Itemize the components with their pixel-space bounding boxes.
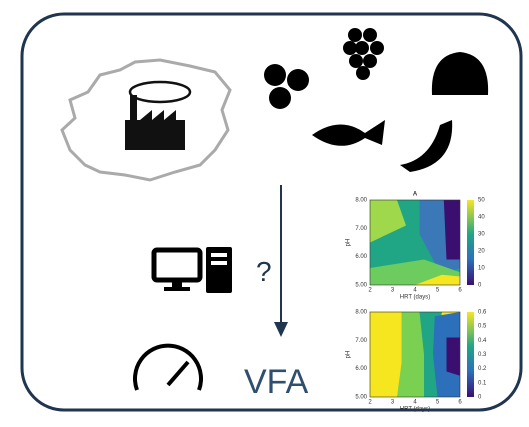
y-tick-label: 7.00 (355, 226, 367, 232)
colorbar (467, 312, 474, 397)
colorbar-tick-label: 0.2 (478, 366, 487, 372)
y-axis-label: pH (346, 239, 352, 247)
gauge-icon (133, 343, 203, 391)
grapes (343, 28, 384, 80)
frame (20, 12, 523, 412)
vfa-label: VFA (244, 363, 309, 401)
computer-icon (151, 247, 232, 293)
colorbar-tick-label: 0.3 (478, 352, 487, 358)
x-axis-label: HRT (days) (400, 295, 430, 301)
plot-title: A (413, 192, 418, 198)
factory-icon (125, 80, 192, 150)
x-tick-label: 2 (368, 288, 372, 294)
arrow-head (274, 322, 288, 337)
plot-frame (369, 311, 461, 398)
x-axis-label: HRT (days) (400, 407, 430, 413)
y-tick-label: 8.00 (355, 198, 367, 204)
colorbar-tick-label: 0.1 (478, 380, 487, 386)
x-tick-label: 4 (413, 288, 417, 294)
x-tick-label: 6 (458, 400, 462, 406)
colorbar-tick-label: 40 (478, 215, 485, 221)
contour-region (443, 200, 460, 260)
colorbar-tick-label: 0.6 (478, 310, 487, 316)
fish (312, 120, 385, 146)
x-tick-label: 3 (391, 288, 395, 294)
colorbar (467, 200, 474, 285)
colorbar-tick-label: 50 (478, 198, 485, 204)
contour-region (446, 337, 460, 376)
x-tick-label: 5 (436, 288, 440, 294)
question-mark: ? (256, 256, 272, 287)
y-tick-label: 8.00 (355, 310, 367, 316)
y-tick-label: 6.00 (355, 366, 367, 372)
colorbar-tick-label: 0 (478, 395, 482, 401)
colorbar-tick-label: 0.4 (478, 338, 487, 344)
x-tick-label: 5 (436, 400, 440, 406)
colorbar-tick-label: 0.5 (478, 324, 487, 330)
y-tick-label: 5.00 (355, 283, 367, 289)
y-tick-label: 5.00 (355, 395, 367, 401)
food-icons (264, 28, 489, 172)
colorbar-tick-label: 0 (478, 283, 482, 289)
x-tick-label: 4 (413, 400, 417, 406)
x-tick-label: 3 (391, 400, 395, 406)
europe-map (60, 58, 232, 182)
y-tick-label: 6.00 (355, 254, 367, 260)
colorbar-tick-label: 10 (478, 266, 485, 272)
y-axis-label: pH (346, 351, 352, 359)
colorbar-tick-label: 20 (478, 249, 485, 255)
shell (431, 52, 489, 95)
plot-frame (369, 199, 461, 286)
x-tick-label: 2 (368, 400, 372, 406)
colorbar-tick-label: 30 (478, 232, 485, 238)
banana (400, 120, 453, 172)
contour-region (415, 274, 460, 285)
contour-region (370, 200, 406, 243)
y-tick-label: 7.00 (355, 338, 367, 344)
x-tick-label: 6 (458, 288, 462, 294)
